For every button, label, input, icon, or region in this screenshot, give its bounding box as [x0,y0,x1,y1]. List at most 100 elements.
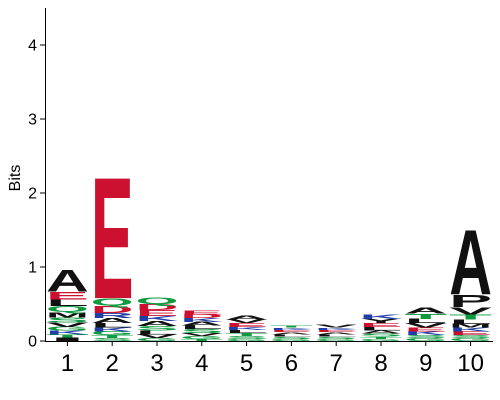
logo-letter: A [449,210,492,315]
x-tick-label: 10 [457,350,484,377]
logo-letter: M [449,323,492,329]
logo-letter: A [180,321,223,327]
logo-letter: G [315,338,358,341]
logo-letter: L [91,322,134,329]
logo-letter: V [404,322,447,329]
x-tick-label: 2 [106,350,119,377]
y-tick-label: 4 [28,38,37,55]
logo-letter: S [404,334,447,339]
logo-glyph-stacks: ITKGVSMQLEASTGKLARDQEGVLSAKEDQTGVSLAKDEG… [46,142,492,343]
logo-letter: I [46,336,89,342]
logo-letter: K [404,330,447,336]
logo-letter: V [180,332,223,337]
y-tick-label: 0 [28,334,37,351]
logo-letter: P [449,291,492,311]
logo-letter: L [449,318,492,325]
logo-letter: G [180,335,223,340]
x-tick-label: 4 [195,350,208,377]
logo-letter: G [360,338,403,341]
x-tick-label: 9 [419,350,432,377]
logo-letter: E [225,322,268,328]
y-tick-label: 3 [28,112,37,129]
logo-letter: E [315,329,358,332]
logo-letter: V [315,324,358,329]
logo-letter: Q [46,305,89,314]
logo-letter: G [91,331,134,337]
x-tick-label: 3 [150,350,163,377]
x-tick-label: 5 [240,350,253,377]
x-tick-label: 1 [61,350,74,377]
logo-letter: E [91,142,134,336]
logo-letter: K [91,327,134,333]
logo-letter: T [91,334,134,339]
logo-letter: S [270,336,313,339]
logo-letter: Y [360,318,403,325]
y-tick-label: 2 [28,186,37,203]
logo-letter: E [404,327,447,333]
y-axis-title: Bits [7,165,24,192]
logo-letter: D [136,302,179,311]
logo-letter: V [136,333,179,339]
x-tick-label: 8 [374,350,387,377]
logo-letter: E [180,310,223,316]
logo-letter: A [91,317,134,325]
logo-letter: L [180,324,223,330]
logo-letter: T [225,332,268,337]
logo-letter: K [315,327,358,330]
x-tick-label: 6 [285,350,298,377]
logo-letter: L [136,330,179,336]
logo-letter: D [180,313,223,319]
logo-letter: G [404,337,447,342]
logo-letter: T [270,325,313,329]
x-tick-label: 7 [330,350,343,377]
logo-letter: A [360,330,403,335]
logo-letter: E [270,329,313,332]
logo-letter: A [315,332,358,335]
logo-letter: S [225,335,268,340]
logo-letter: D [91,304,134,316]
logo-letter: K [46,330,89,336]
logo-letter: G [449,337,492,342]
logo-letter: G [136,337,179,342]
logo-letter: S [449,334,492,339]
logo-letter: E [136,308,179,317]
logo-letter: R [91,312,134,320]
logo-letter: A [270,332,313,335]
logo-letter: E [360,322,403,328]
logo-letter: T [404,312,447,320]
logo-letter: V [225,319,268,325]
logo-letter: K [449,327,492,333]
logo-letter: A [46,264,89,299]
logo-letter: L [360,326,403,332]
logo-letter: M [46,311,89,319]
logo-letter: L [270,334,313,338]
logo-letter: L [225,329,268,334]
logo-letter: G [225,338,268,341]
logo-letter: K [225,326,268,331]
logo-letter: T [449,313,492,321]
logo-letter: K [270,327,313,330]
logo-letter: A [136,320,179,328]
logo-letter: T [360,336,403,340]
logo-letter: K [180,317,223,323]
logo-letter: K [136,315,180,323]
logo-letter: L [315,334,358,338]
logo-letter: S [136,325,179,332]
logo-letter: S [360,333,403,338]
axes [45,8,493,342]
logo-letter: Q [91,296,134,307]
logo-letter: Q [136,296,179,306]
logo-letter: G [46,326,89,332]
logo-letter: E [449,330,492,336]
logo-letter: K [360,313,404,320]
logo-letter: G [270,338,313,341]
